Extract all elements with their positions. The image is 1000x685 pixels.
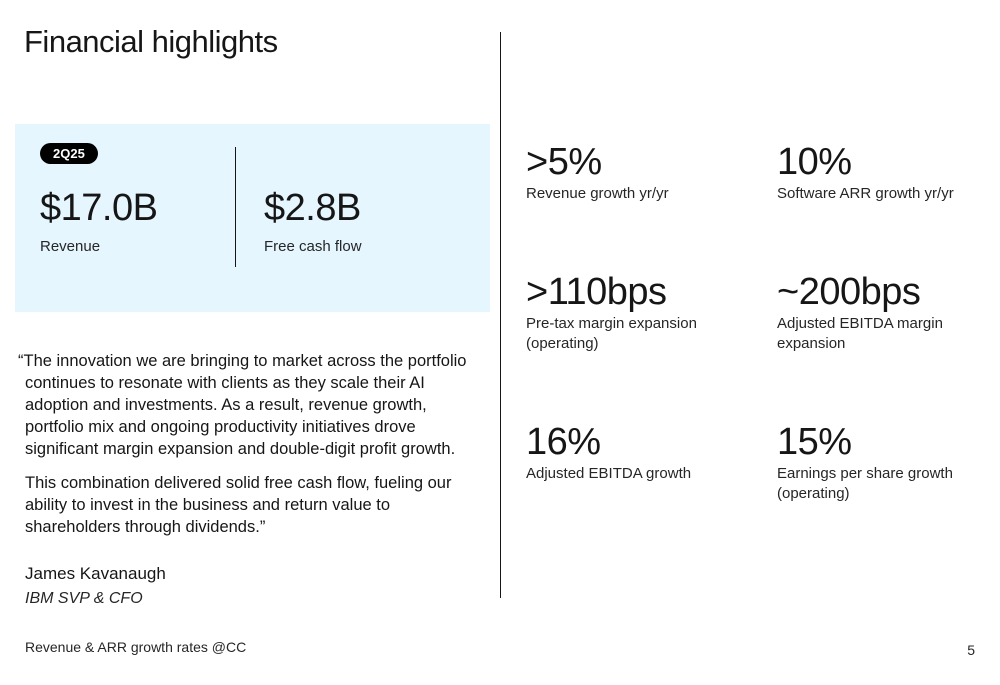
stat-value: >110bps [526, 271, 667, 313]
stat-eps-growth: 15% Earnings per share growth (operating… [777, 420, 967, 504]
stat-label: Adjusted EBITDA margin expansion [777, 315, 943, 352]
stat-label: Revenue growth yr/yr [526, 185, 669, 202]
stat-pretax-margin-expansion: >110bps Pre-tax margin expansion (operat… [526, 270, 726, 354]
quote-author-title: IBM SVP & CFO [25, 590, 143, 607]
free-cash-flow-label: Free cash flow [264, 238, 362, 255]
stat-value: >5% [526, 141, 602, 183]
stat-ebitda-growth: 16% Adjusted EBITDA growth [526, 420, 741, 484]
cfo-quote: “The innovation we are bringing to marke… [16, 350, 481, 550]
stat-label: Adjusted EBITDA growth [526, 465, 692, 482]
revenue-value: $17.0B [40, 187, 158, 229]
revenue-label: Revenue [40, 238, 101, 255]
panel-divider [235, 147, 236, 267]
footnote: Revenue & ARR growth rates @CC [25, 639, 247, 655]
free-cash-flow-metric: $2.8B Free cash flow [264, 186, 362, 255]
stat-value: 10% [777, 141, 852, 183]
stat-ebitda-margin-expansion: ~200bps Adjusted EBITDA margin expansion [777, 270, 967, 354]
stat-label: Earnings per share growth (operating) [777, 465, 953, 502]
stat-revenue-growth: >5% Revenue growth yr/yr [526, 140, 741, 204]
quote-author-name: James Kavanaugh [25, 564, 166, 583]
revenue-metric: $17.0B Revenue [40, 186, 158, 255]
stat-value: 16% [526, 421, 601, 463]
stat-value: ~200bps [777, 271, 921, 313]
stat-software-arr-growth: 10% Software ARR growth yr/yr [777, 140, 992, 204]
stat-label: Pre-tax margin expansion (operating) [526, 315, 697, 352]
stat-value: 15% [777, 421, 852, 463]
quarter-badge: 2Q25 [40, 143, 98, 164]
page-number: 5 [967, 642, 975, 658]
stat-label: Software ARR growth yr/yr [777, 185, 954, 202]
quote-paragraph-1: “The innovation we are bringing to marke… [18, 352, 467, 458]
column-divider [500, 32, 501, 598]
quote-paragraph-2: This combination delivered solid free ca… [25, 474, 452, 536]
page-title: Financial highlights [24, 24, 278, 59]
free-cash-flow-value: $2.8B [264, 187, 361, 229]
quarter-highlight-panel: 2Q25 $17.0B Revenue $2.8B Free cash flow [15, 124, 490, 312]
